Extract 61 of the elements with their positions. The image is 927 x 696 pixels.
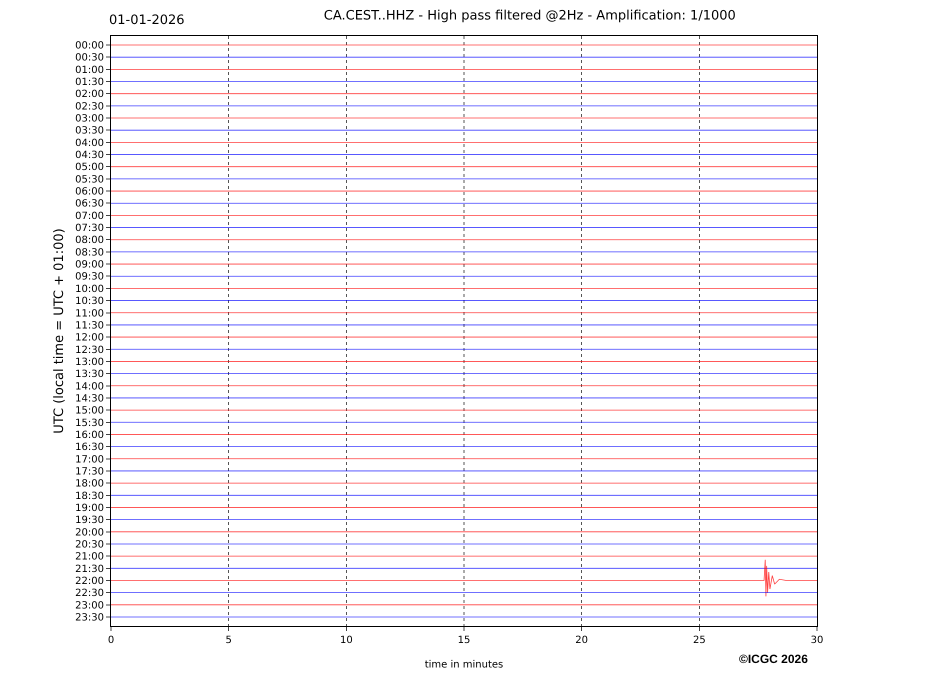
x-tick-label: 10 <box>340 635 353 646</box>
y-tick-label: 13:00 <box>75 356 104 368</box>
y-axis-title: UTC (local time = UTC + 01:00) <box>52 228 68 434</box>
y-tick-label: 00:30 <box>75 52 104 64</box>
y-tick-label: 12:30 <box>75 344 104 356</box>
y-tick-label: 07:00 <box>75 210 104 222</box>
y-tick-label: 04:30 <box>75 150 104 162</box>
y-tick-label: 17:30 <box>75 466 104 478</box>
x-tick-label: 0 <box>108 635 114 646</box>
y-tick-label: 18:30 <box>75 490 104 502</box>
y-tick-label: 08:30 <box>75 247 104 258</box>
chart-title: CA.CEST..HHZ - High pass filtered @2Hz - Amplification: 1/1000 <box>324 8 736 24</box>
y-tick-label: 19:30 <box>75 515 104 526</box>
y-tick-label: 08:00 <box>75 235 104 246</box>
y-tick-label: 11:30 <box>75 320 104 332</box>
x-tick-label: 25 <box>692 635 706 646</box>
y-tick-label: 05:00 <box>75 162 104 174</box>
y-tick-label: 18:00 <box>75 478 104 490</box>
y-tick-label: 19:00 <box>75 502 104 514</box>
y-tick-label: 06:00 <box>75 186 104 198</box>
y-tick-label: 01:30 <box>75 77 104 88</box>
y-tick-label: 21:30 <box>75 564 104 575</box>
y-tick-label: 10:00 <box>75 284 104 295</box>
text: ©ICGC 2026 <box>739 652 808 666</box>
y-tick-label: 05:30 <box>75 174 104 186</box>
y-tick-label: 10:30 <box>75 296 104 308</box>
y-tick-label: 03:30 <box>75 126 104 137</box>
y-tick-label: 14:30 <box>75 393 104 404</box>
y-tick-label: 15:30 <box>75 418 104 429</box>
x-tick-label: 15 <box>458 635 470 646</box>
y-tick-label: 22:00 <box>75 576 104 587</box>
y-tick-label: 15:00 <box>75 406 104 417</box>
y-tick-label: 23:00 <box>75 600 104 612</box>
y-tick-label: 21:00 <box>75 552 104 563</box>
y-tick-label: 22:30 <box>75 588 104 600</box>
y-tick-label: 17:00 <box>75 454 104 466</box>
y-tick-label: 11:00 <box>75 308 104 320</box>
y-tick-label: 16:30 <box>75 442 104 454</box>
y-tick-label: 00:00 <box>75 40 104 52</box>
text: 01-01-2026 <box>109 13 185 28</box>
x-tick-label: 20 <box>575 635 588 646</box>
y-tick-label: 16:00 <box>75 430 104 441</box>
x-axis-title: time in minutes <box>424 660 504 670</box>
y-tick-label: 07:30 <box>75 223 104 234</box>
y-tick-label: 23:30 <box>75 612 104 624</box>
y-tick-label: 02:30 <box>75 101 104 112</box>
x-tick-label: 5 <box>225 635 232 646</box>
y-tick-label: 12:00 <box>75 332 104 344</box>
y-tick-label: 09:30 <box>75 272 104 283</box>
y-tick-label: 09:00 <box>75 260 104 271</box>
y-tick-label: 20:00 <box>75 527 104 538</box>
y-tick-label: 06:30 <box>75 198 104 210</box>
y-tick-label: 14:00 <box>75 381 104 392</box>
y-tick-label: 01:00 <box>75 64 104 76</box>
y-tick-label: 02:00 <box>75 89 104 100</box>
y-tick-label: 03:00 <box>75 114 104 125</box>
y-tick-label: 13:30 <box>75 369 104 380</box>
line-series <box>111 559 817 597</box>
y-tick-label: 20:30 <box>75 539 104 550</box>
x-tick-label: 30 <box>810 635 824 646</box>
y-tick-label: 04:00 <box>75 138 104 149</box>
